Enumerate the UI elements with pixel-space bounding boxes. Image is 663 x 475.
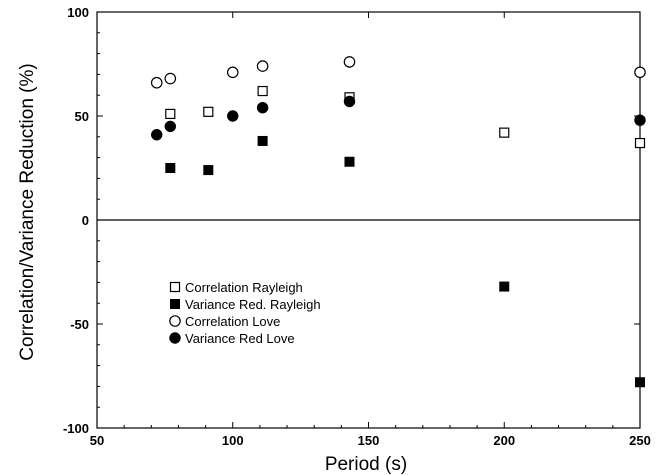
data-point (634, 114, 646, 126)
data-point (257, 85, 268, 97)
axis-tick-labels: 50 100 150 200 250 -100 -50 0 50 100 (63, 5, 651, 448)
plot-frame (96, 11, 641, 429)
legend-marker (169, 281, 181, 293)
data-point (203, 165, 214, 176)
legend-label: Correlation Love (185, 314, 280, 329)
x-tick-label: 200 (493, 433, 515, 448)
data-point (634, 66, 646, 79)
x-tick-label: 50 (90, 433, 104, 448)
legend-label: Variance Red. Rayleigh (185, 297, 321, 312)
legend-label: Correlation Rayleigh (185, 280, 303, 295)
data-point (227, 110, 239, 122)
data-point (343, 56, 356, 68)
x-axis-title: Period (s) (325, 454, 407, 475)
data-point (499, 281, 510, 292)
data-point (150, 76, 163, 89)
legend: Correlation Rayleigh Variance Red. Raylei… (169, 280, 321, 346)
x-tick-label: 150 (358, 433, 380, 448)
data-point (635, 377, 645, 388)
series-2 (165, 135, 645, 388)
axis-ticks (96, 11, 641, 429)
y-tick-label: 50 (75, 109, 89, 124)
legend-marker (169, 315, 181, 327)
data-point (256, 101, 269, 114)
x-tick-label: 100 (222, 433, 244, 448)
y-tick-label: 100 (67, 5, 89, 20)
legend-marker (169, 332, 181, 344)
x-tick-label: 250 (629, 433, 651, 448)
data-point (165, 163, 176, 173)
data-point (203, 106, 214, 117)
data-point (499, 127, 510, 138)
legend-label: Variance Red Love (185, 331, 295, 346)
data-point (634, 137, 646, 149)
data-point (164, 120, 177, 133)
data-points (150, 56, 646, 388)
data-point (257, 135, 268, 146)
y-axis-title: Correlation/Variance Reduction (%) (17, 63, 38, 360)
y-tick-label: -100 (63, 421, 89, 436)
data-point (226, 66, 239, 79)
data-point (256, 60, 269, 72)
data-point (344, 156, 355, 167)
legend-marker (170, 299, 180, 309)
data-point (165, 108, 176, 120)
series-4 (151, 95, 646, 141)
data-point (343, 95, 356, 108)
data-point (164, 72, 177, 85)
series-3 (150, 56, 646, 89)
y-tick-label: 0 (82, 213, 89, 228)
data-point (151, 129, 163, 141)
y-tick-label: -50 (70, 317, 89, 332)
